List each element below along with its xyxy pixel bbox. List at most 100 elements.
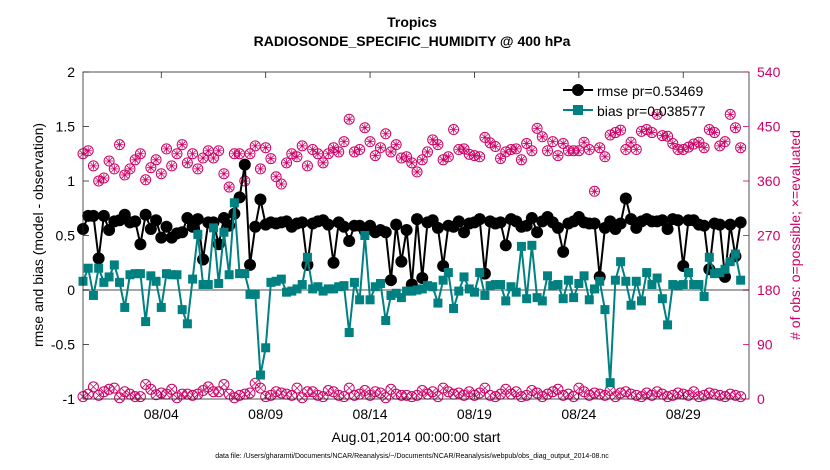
bias-point bbox=[235, 269, 245, 279]
rmse-point bbox=[129, 215, 142, 228]
rmse-point bbox=[134, 238, 147, 251]
bias-point bbox=[182, 319, 192, 329]
rmse-point bbox=[144, 222, 157, 235]
bias-point bbox=[543, 271, 553, 281]
y-right-tick-label: 360 bbox=[757, 173, 781, 189]
obs-possible-point bbox=[181, 157, 193, 169]
obs-possible-point bbox=[218, 168, 230, 180]
obs-possible-point bbox=[166, 160, 178, 172]
obs-evaluated-point bbox=[442, 386, 454, 398]
bias-point bbox=[683, 268, 693, 278]
obs-possible-point bbox=[620, 144, 632, 156]
obs-evaluated-point bbox=[228, 392, 240, 404]
obs-evaluated-point bbox=[667, 389, 679, 401]
rmse-point bbox=[97, 209, 110, 222]
obs-evaluated-point bbox=[254, 382, 266, 394]
y-right-tick-label: 90 bbox=[757, 337, 773, 353]
rmse-point bbox=[87, 209, 100, 222]
bias-point bbox=[438, 275, 448, 285]
rmse-point bbox=[150, 214, 163, 227]
bias-point bbox=[229, 198, 239, 208]
bias-point bbox=[506, 282, 516, 292]
y-left-tick-label: 1.5 bbox=[56, 119, 76, 135]
obs-possible-point bbox=[129, 154, 141, 166]
obs-possible-point bbox=[301, 160, 313, 172]
obs-evaluated-point bbox=[526, 385, 538, 397]
rmse-point bbox=[724, 218, 737, 231]
data-file-footer: data file: /Users/gharamti/Documents/NCA… bbox=[215, 453, 609, 460]
bias-point bbox=[381, 316, 391, 326]
bias-point bbox=[214, 278, 224, 288]
y-axis-left-ticks: -1 -0.5 0 0.5 1 1.5 2 bbox=[51, 64, 89, 407]
obs-possible-point bbox=[108, 163, 120, 175]
bias-point bbox=[600, 305, 610, 315]
y-right-tick-label: 180 bbox=[757, 282, 781, 298]
bias-point bbox=[558, 294, 568, 304]
obs-possible-point bbox=[254, 163, 266, 175]
bias-point bbox=[271, 276, 281, 286]
bias-point bbox=[516, 241, 526, 251]
bias-point bbox=[657, 294, 667, 304]
rmse-point bbox=[92, 252, 105, 265]
rmse-point bbox=[249, 220, 262, 233]
rmse-point bbox=[400, 224, 413, 237]
bias-point bbox=[141, 317, 151, 327]
y-axis-left-label: rmse and bias (model - observation) bbox=[30, 123, 46, 347]
obs-possible-series bbox=[77, 108, 747, 197]
obs-possible-point bbox=[536, 131, 548, 143]
rmse-point bbox=[395, 255, 408, 268]
chart-title: Tropics bbox=[387, 14, 437, 30]
obs-evaluated-point bbox=[620, 386, 632, 398]
obs-possible-point bbox=[114, 139, 126, 151]
bias-point bbox=[527, 240, 537, 250]
bias-point bbox=[569, 293, 579, 303]
y-left-tick-label: 0 bbox=[67, 282, 75, 298]
bias-point bbox=[88, 290, 98, 300]
bias-point bbox=[490, 280, 500, 290]
bias-point bbox=[422, 281, 432, 291]
obs-evaluated-point bbox=[218, 378, 230, 390]
y-right-tick-label: 270 bbox=[757, 228, 781, 244]
bias-point bbox=[125, 270, 135, 280]
rmse-point bbox=[473, 213, 486, 226]
bias-point bbox=[480, 290, 490, 300]
rmse-point bbox=[238, 158, 251, 171]
y-right-tick-label: 450 bbox=[757, 119, 781, 135]
rmse-point bbox=[160, 220, 173, 233]
bias-point bbox=[334, 282, 344, 292]
rmse-point bbox=[296, 216, 309, 229]
rmse-point bbox=[458, 226, 471, 239]
bias-point bbox=[355, 295, 365, 305]
bias-point bbox=[595, 276, 605, 286]
obs-evaluated-point bbox=[453, 387, 465, 399]
rmse-point bbox=[411, 213, 424, 226]
obs-possible-point bbox=[322, 148, 334, 160]
rmse-point bbox=[557, 245, 570, 258]
bias-point bbox=[365, 295, 375, 305]
obs-possible-point bbox=[338, 136, 350, 148]
rmse-point bbox=[390, 218, 403, 231]
bias-point bbox=[339, 281, 349, 291]
x-axis-label: Aug.01,2014 00:00:00 start bbox=[332, 429, 501, 445]
y-axis-right-ticks: 0 90 180 270 360 450 540 bbox=[743, 64, 781, 407]
bias-point bbox=[407, 286, 417, 296]
rmse-point bbox=[551, 221, 564, 234]
obs-possible-point bbox=[589, 185, 601, 197]
obs-possible-point bbox=[625, 136, 637, 148]
bias-point bbox=[574, 278, 584, 288]
bias-point bbox=[167, 270, 177, 280]
bias-point bbox=[689, 280, 699, 290]
obs-evaluated-point bbox=[87, 381, 99, 393]
obs-evaluated-point bbox=[119, 386, 131, 398]
bias-point bbox=[642, 268, 652, 278]
obs-evaluated-point bbox=[547, 386, 559, 398]
obs-possible-point bbox=[359, 122, 371, 134]
bias-point bbox=[694, 280, 704, 290]
y-left-tick-label: -0.5 bbox=[51, 337, 75, 353]
bias-point bbox=[584, 295, 594, 305]
obs-possible-point bbox=[134, 148, 146, 160]
bias-point bbox=[548, 281, 558, 291]
obs-possible-point bbox=[557, 137, 569, 149]
rmse-point bbox=[525, 212, 538, 225]
